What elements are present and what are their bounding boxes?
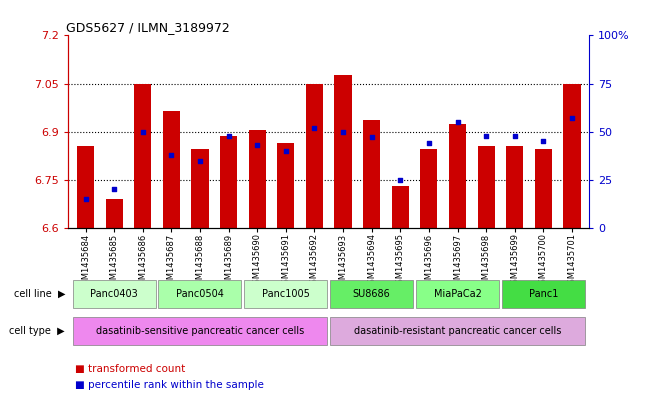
Text: SU8686: SU8686 <box>353 289 391 299</box>
Bar <box>249 130 266 228</box>
Bar <box>158 280 242 308</box>
Point <box>281 148 291 154</box>
Bar <box>363 120 380 228</box>
Bar <box>191 149 208 228</box>
Bar <box>163 111 180 228</box>
Point <box>109 186 119 193</box>
Bar <box>392 186 409 228</box>
Text: Panc0403: Panc0403 <box>90 289 138 299</box>
Bar <box>335 75 352 228</box>
Bar <box>77 146 94 228</box>
Text: dasatinib-resistant pancreatic cancer cells: dasatinib-resistant pancreatic cancer ce… <box>354 326 561 336</box>
Point <box>452 119 463 125</box>
Text: ■ transformed count: ■ transformed count <box>75 364 185 374</box>
Bar <box>478 146 495 228</box>
Point <box>567 115 577 121</box>
Point <box>252 142 262 148</box>
Text: GDS5627 / ILMN_3189972: GDS5627 / ILMN_3189972 <box>66 21 230 34</box>
Bar <box>506 146 523 228</box>
Point <box>424 140 434 146</box>
Bar <box>416 280 499 308</box>
Point <box>166 152 176 158</box>
Point <box>309 125 320 131</box>
Bar <box>134 84 151 228</box>
Bar <box>220 136 237 228</box>
Point <box>510 132 520 139</box>
Point <box>195 158 205 164</box>
Bar <box>306 84 323 228</box>
Bar <box>502 280 585 308</box>
Point <box>395 177 406 183</box>
Text: Panc1005: Panc1005 <box>262 289 310 299</box>
Bar <box>244 280 327 308</box>
Text: cell type  ▶: cell type ▶ <box>10 326 65 336</box>
Point <box>137 129 148 135</box>
Text: Panc0504: Panc0504 <box>176 289 224 299</box>
Bar <box>330 317 585 345</box>
Text: dasatinib-sensitive pancreatic cancer cells: dasatinib-sensitive pancreatic cancer ce… <box>96 326 304 336</box>
Point <box>538 138 549 144</box>
Bar <box>563 84 581 228</box>
Point <box>223 132 234 139</box>
Bar <box>105 199 123 228</box>
Bar <box>421 149 437 228</box>
Bar <box>73 317 327 345</box>
Point <box>80 196 90 202</box>
Bar <box>277 143 294 228</box>
Point <box>338 129 348 135</box>
Bar <box>449 124 466 228</box>
Bar <box>73 280 156 308</box>
Bar <box>534 149 552 228</box>
Point <box>367 134 377 141</box>
Point <box>481 132 492 139</box>
Text: Panc1: Panc1 <box>529 289 558 299</box>
Bar <box>330 280 413 308</box>
Text: ■ percentile rank within the sample: ■ percentile rank within the sample <box>75 380 264 390</box>
Text: cell line  ▶: cell line ▶ <box>14 289 65 299</box>
Text: MiaPaCa2: MiaPaCa2 <box>434 289 482 299</box>
